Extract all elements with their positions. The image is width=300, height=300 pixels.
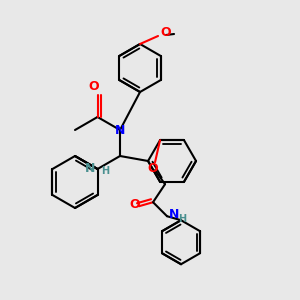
Text: O: O — [148, 162, 158, 175]
Text: N: N — [169, 208, 179, 221]
Text: O: O — [130, 198, 140, 211]
Text: N: N — [85, 163, 95, 176]
Text: O: O — [88, 80, 99, 94]
Text: O: O — [160, 26, 171, 40]
Text: H: H — [178, 214, 186, 224]
Text: N: N — [115, 124, 125, 136]
Text: H: H — [101, 166, 110, 176]
